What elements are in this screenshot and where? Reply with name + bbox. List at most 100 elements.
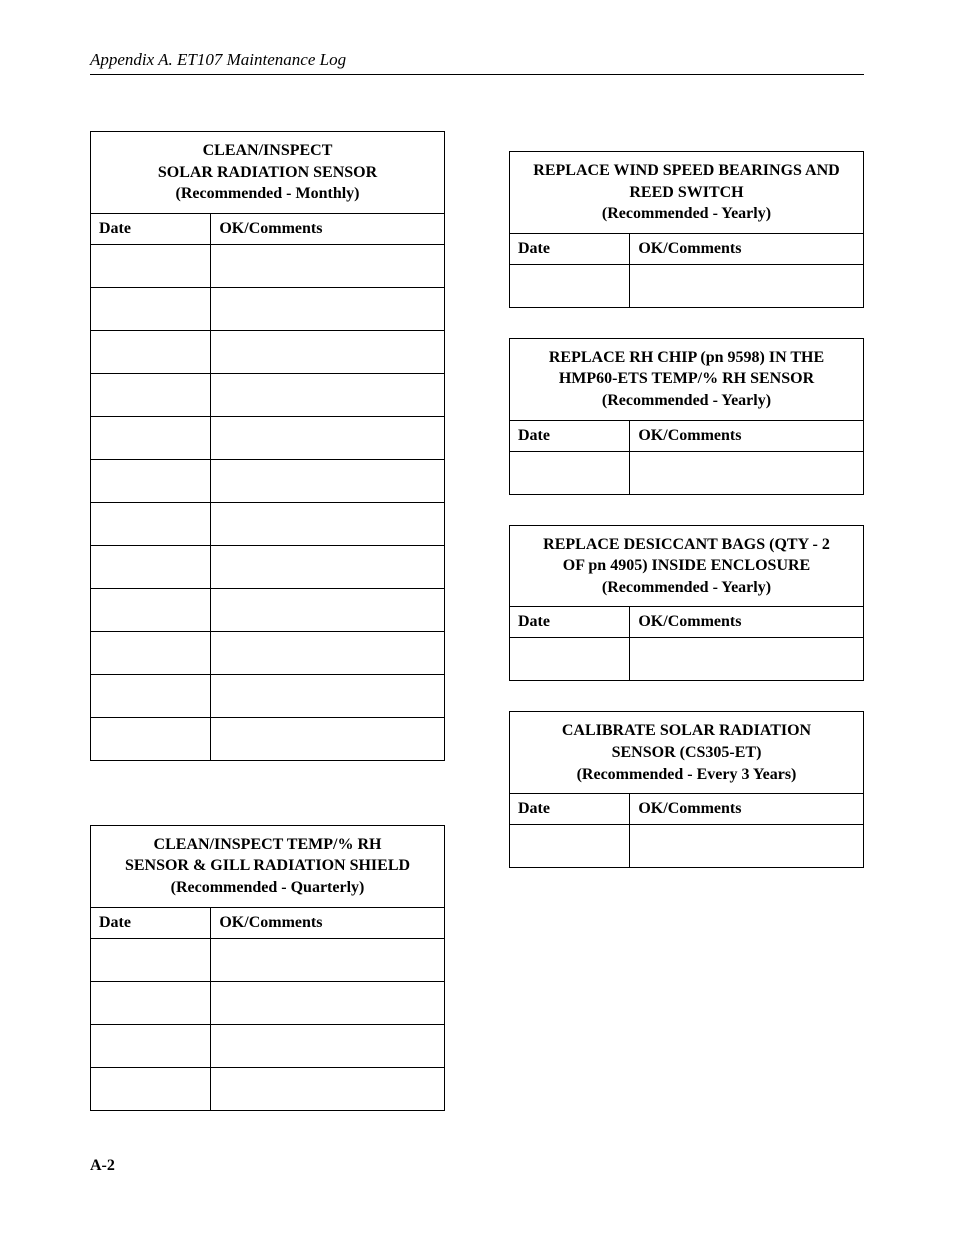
table-row	[510, 264, 864, 307]
table-title-line: OF pn 4905) INSIDE ENCLOSURE	[520, 555, 853, 577]
table-row	[91, 674, 445, 717]
table-title-line: SENSOR & GILL RADIATION SHIELD	[101, 855, 434, 877]
comments-cell[interactable]	[211, 459, 445, 502]
table-row	[510, 451, 864, 494]
comments-cell[interactable]	[211, 717, 445, 760]
table-row	[91, 981, 445, 1024]
comments-cell[interactable]	[211, 674, 445, 717]
table-title-line: CALIBRATE SOLAR RADIATION	[520, 720, 853, 742]
column-header-comments: OK/Comments	[630, 420, 864, 451]
page-footer: A-2	[90, 1157, 115, 1175]
date-cell[interactable]	[91, 1067, 211, 1110]
left-column: CLEAN/INSPECTSOLAR RADIATION SENSOR(Reco…	[90, 131, 445, 1111]
maintenance-table: REPLACE WIND SPEED BEARINGS ANDREED SWIT…	[509, 151, 864, 308]
comments-cell[interactable]	[211, 981, 445, 1024]
comments-cell[interactable]	[211, 502, 445, 545]
date-cell[interactable]	[91, 502, 211, 545]
column-header-comments: OK/Comments	[211, 213, 445, 244]
content-columns: CLEAN/INSPECTSOLAR RADIATION SENSOR(Reco…	[90, 131, 864, 1111]
comments-cell[interactable]	[211, 330, 445, 373]
page-header: Appendix A. ET107 Maintenance Log	[90, 50, 864, 75]
date-cell[interactable]	[91, 938, 211, 981]
column-header-comments: OK/Comments	[630, 607, 864, 638]
column-header-date: Date	[91, 213, 211, 244]
comments-cell[interactable]	[211, 287, 445, 330]
table-row	[91, 1067, 445, 1110]
table-title-line: REED SWITCH	[520, 182, 853, 204]
maintenance-table: REPLACE DESICCANT BAGS (QTY - 2OF pn 490…	[509, 525, 864, 682]
date-cell[interactable]	[91, 330, 211, 373]
date-cell[interactable]	[510, 451, 630, 494]
comments-cell[interactable]	[630, 264, 864, 307]
table-title-line: HMP60-ETS TEMP/% RH SENSOR	[520, 368, 853, 390]
table-title-line: CLEAN/INSPECT TEMP/% RH	[101, 834, 434, 856]
table-title: REPLACE RH CHIP (pn 9598) IN THEHMP60-ET…	[510, 338, 864, 420]
maintenance-table: REPLACE RH CHIP (pn 9598) IN THEHMP60-ET…	[509, 338, 864, 495]
table-row	[91, 330, 445, 373]
comments-cell[interactable]	[211, 1067, 445, 1110]
column-header-date: Date	[510, 420, 630, 451]
comments-cell[interactable]	[211, 631, 445, 674]
table-recommendation: (Recommended - Yearly)	[520, 390, 853, 412]
table-recommendation: (Recommended - Quarterly)	[101, 877, 434, 899]
date-cell[interactable]	[91, 588, 211, 631]
column-header-comments: OK/Comments	[630, 794, 864, 825]
maintenance-table: CLEAN/INSPECTSOLAR RADIATION SENSOR(Reco…	[90, 131, 445, 761]
date-cell[interactable]	[510, 264, 630, 307]
table-row	[91, 373, 445, 416]
table-row	[510, 638, 864, 681]
table-title-line: REPLACE WIND SPEED BEARINGS AND	[520, 160, 853, 182]
comments-cell[interactable]	[630, 825, 864, 868]
date-cell[interactable]	[91, 717, 211, 760]
table-row	[91, 938, 445, 981]
table-title-line: SOLAR RADIATION SENSOR	[101, 162, 434, 184]
comments-cell[interactable]	[211, 1024, 445, 1067]
table-row	[91, 459, 445, 502]
column-header-date: Date	[510, 607, 630, 638]
date-cell[interactable]	[91, 631, 211, 674]
table-row	[91, 1024, 445, 1067]
comments-cell[interactable]	[630, 451, 864, 494]
date-cell[interactable]	[91, 459, 211, 502]
table-title: CLEAN/INSPECTSOLAR RADIATION SENSOR(Reco…	[91, 132, 445, 214]
date-cell[interactable]	[91, 416, 211, 459]
table-title: CALIBRATE SOLAR RADIATIONSENSOR (CS305-E…	[510, 712, 864, 794]
table-title-line: REPLACE RH CHIP (pn 9598) IN THE	[520, 347, 853, 369]
footer-text: A-2	[90, 1157, 115, 1174]
date-cell[interactable]	[91, 545, 211, 588]
comments-cell[interactable]	[211, 545, 445, 588]
page: Appendix A. ET107 Maintenance Log CLEAN/…	[0, 0, 954, 1235]
maintenance-table: CLEAN/INSPECT TEMP/% RHSENSOR & GILL RAD…	[90, 825, 445, 1111]
table-row	[510, 825, 864, 868]
table-row	[91, 631, 445, 674]
column-header-date: Date	[510, 233, 630, 264]
column-header-date: Date	[91, 907, 211, 938]
comments-cell[interactable]	[211, 244, 445, 287]
table-title: CLEAN/INSPECT TEMP/% RHSENSOR & GILL RAD…	[91, 825, 445, 907]
date-cell[interactable]	[91, 244, 211, 287]
column-header-comments: OK/Comments	[630, 233, 864, 264]
table-row	[91, 502, 445, 545]
header-text: Appendix A. ET107 Maintenance Log	[90, 50, 346, 69]
date-cell[interactable]	[510, 825, 630, 868]
table-title: REPLACE DESICCANT BAGS (QTY - 2OF pn 490…	[510, 525, 864, 607]
comments-cell[interactable]	[211, 588, 445, 631]
table-recommendation: (Recommended - Every 3 Years)	[520, 764, 853, 786]
table-recommendation: (Recommended - Yearly)	[520, 203, 853, 225]
date-cell[interactable]	[91, 373, 211, 416]
table-title-line: CLEAN/INSPECT	[101, 140, 434, 162]
table-title-line: SENSOR (CS305-ET)	[520, 742, 853, 764]
comments-cell[interactable]	[211, 938, 445, 981]
date-cell[interactable]	[91, 287, 211, 330]
comments-cell[interactable]	[211, 373, 445, 416]
date-cell[interactable]	[91, 674, 211, 717]
table-title: REPLACE WIND SPEED BEARINGS ANDREED SWIT…	[510, 152, 864, 234]
date-cell[interactable]	[91, 1024, 211, 1067]
date-cell[interactable]	[91, 981, 211, 1024]
table-row	[91, 545, 445, 588]
table-recommendation: (Recommended - Monthly)	[101, 183, 434, 205]
date-cell[interactable]	[510, 638, 630, 681]
comments-cell[interactable]	[630, 638, 864, 681]
right-column: REPLACE WIND SPEED BEARINGS ANDREED SWIT…	[509, 131, 864, 1111]
comments-cell[interactable]	[211, 416, 445, 459]
